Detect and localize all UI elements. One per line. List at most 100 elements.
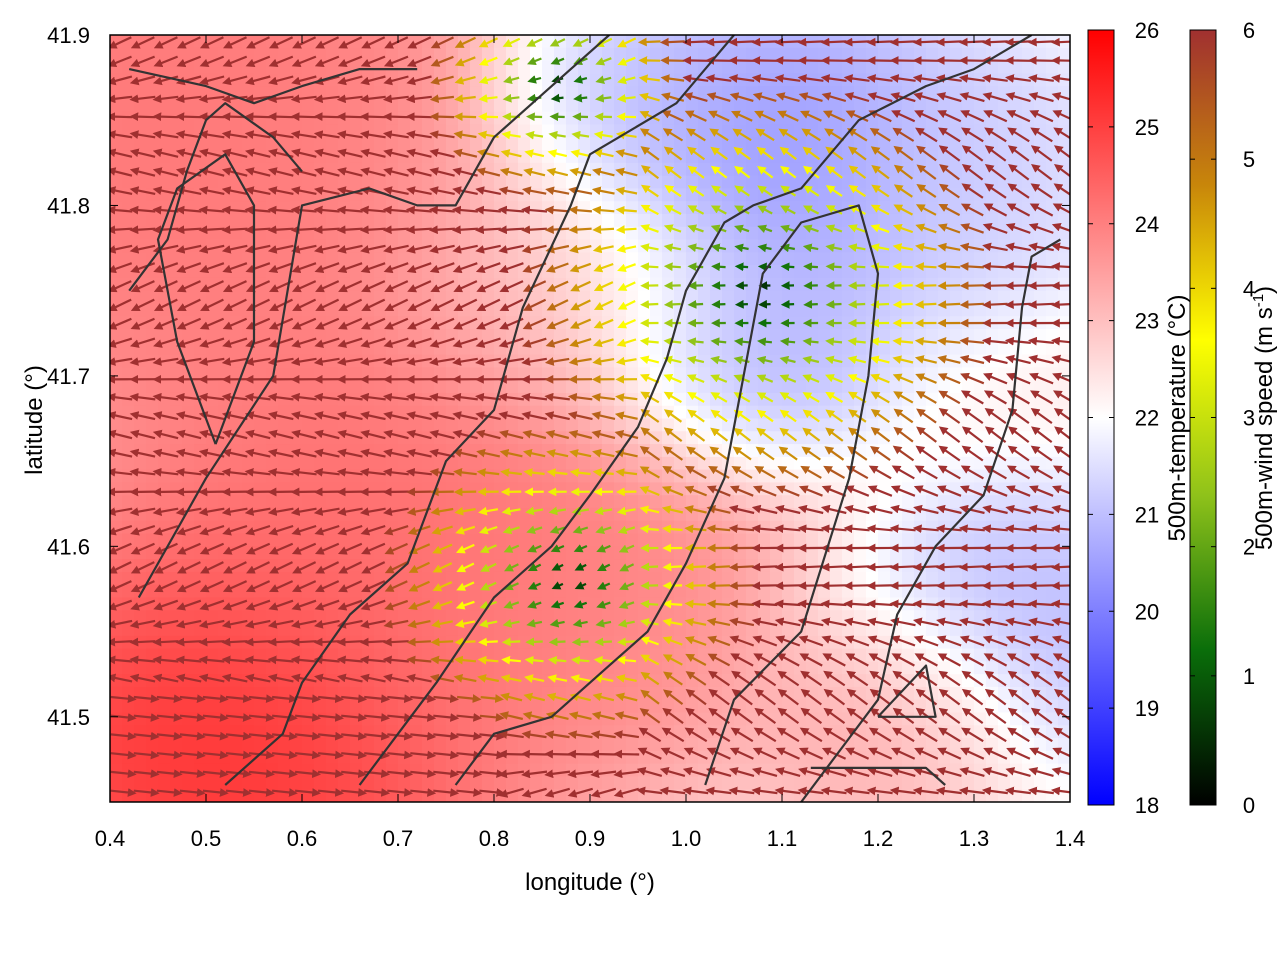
heat-cell [1022,137,1035,151]
heat-cell [986,341,999,356]
heat-cell [614,571,627,586]
heat-cell [134,201,147,215]
heat-cell [134,699,147,714]
heat-cell [266,597,279,611]
heat-cell [506,482,519,496]
heat-cell [650,495,663,509]
heat-cell [578,380,591,394]
heat-cell [314,418,327,432]
heat-cell [830,60,843,74]
heat-cell [446,60,459,74]
heat-cell [230,367,243,381]
heat-cell [182,482,195,496]
heat-cell [554,763,567,778]
heat-cell [134,137,147,151]
heat-cell [770,776,783,790]
heat-cell [698,405,711,420]
heat-cell [446,482,459,496]
heat-cell [326,482,339,496]
heat-cell [674,648,687,662]
heat-cell [134,776,147,790]
heat-cell [590,456,603,471]
heat-cell [782,47,795,62]
heat-cell [674,520,687,535]
heat-cell [290,303,303,317]
heat-cell [194,584,207,599]
heat-cell [134,738,147,752]
heat-cell [470,469,483,484]
heat-cell [518,405,531,420]
heat-cell [902,213,915,228]
heat-cell [590,750,603,765]
heat-cell [590,520,603,535]
heat-cell [206,495,219,509]
heat-cell [554,418,567,432]
heat-cell [458,418,471,432]
heat-cell [758,329,771,343]
heat-cell [722,367,735,381]
heat-cell [446,418,459,432]
heat-cell [266,98,279,113]
heat-cell [818,712,831,726]
heat-cell [410,674,423,688]
heat-cell [842,533,855,547]
heat-cell [326,111,339,126]
heat-cell [854,776,867,790]
heat-cell [566,303,579,317]
heat-cell [302,712,315,726]
heat-cell [530,252,543,266]
heat-cell [254,495,267,509]
heat-cell [422,175,435,189]
heat-cell [254,329,267,343]
heat-cell [170,597,183,611]
heat-cell [794,380,807,394]
heat-cell [134,495,147,509]
heat-cell [530,418,543,432]
heat-cell [806,60,819,74]
heat-cell [386,290,399,305]
heat-cell [134,47,147,62]
heat-cell [626,469,639,484]
heat-cell [494,546,507,560]
heat-cell [374,623,387,637]
heat-cell [386,699,399,714]
heat-cell [314,47,327,62]
heat-cell [614,686,627,701]
heat-cell [338,507,351,522]
heat-cell [566,329,579,343]
heat-cell [650,60,663,74]
heat-cell [422,418,435,432]
heat-cell [518,686,531,701]
heat-cell [134,418,147,432]
heat-cell [314,162,327,177]
heat-cell [134,610,147,624]
heat-cell [374,380,387,394]
heat-cell [626,533,639,547]
heat-cell [218,661,231,675]
wind-arrow [129,637,156,647]
heat-cell [362,201,375,215]
heat-cell [770,392,783,407]
heat-cell [710,571,723,586]
heat-cell [530,213,543,228]
heat-cell [266,137,279,151]
heat-cell [662,213,675,228]
heat-cell [182,252,195,266]
heat-cell [950,290,963,305]
heat-cell [1022,341,1035,356]
heat-cell [1022,405,1035,420]
heat-cell [314,712,327,726]
heat-cell [194,495,207,509]
heat-cell [446,661,459,675]
heat-cell [254,137,267,151]
heat-cell [350,495,363,509]
heat-cell [398,341,411,356]
heat-cell [494,559,507,573]
heat-cell [146,738,159,752]
heat-cell [362,712,375,726]
heat-cell [890,380,903,394]
heat-cell [146,111,159,126]
heat-cell [470,35,483,49]
wind-arrow [110,637,133,647]
heat-cell [926,341,939,356]
